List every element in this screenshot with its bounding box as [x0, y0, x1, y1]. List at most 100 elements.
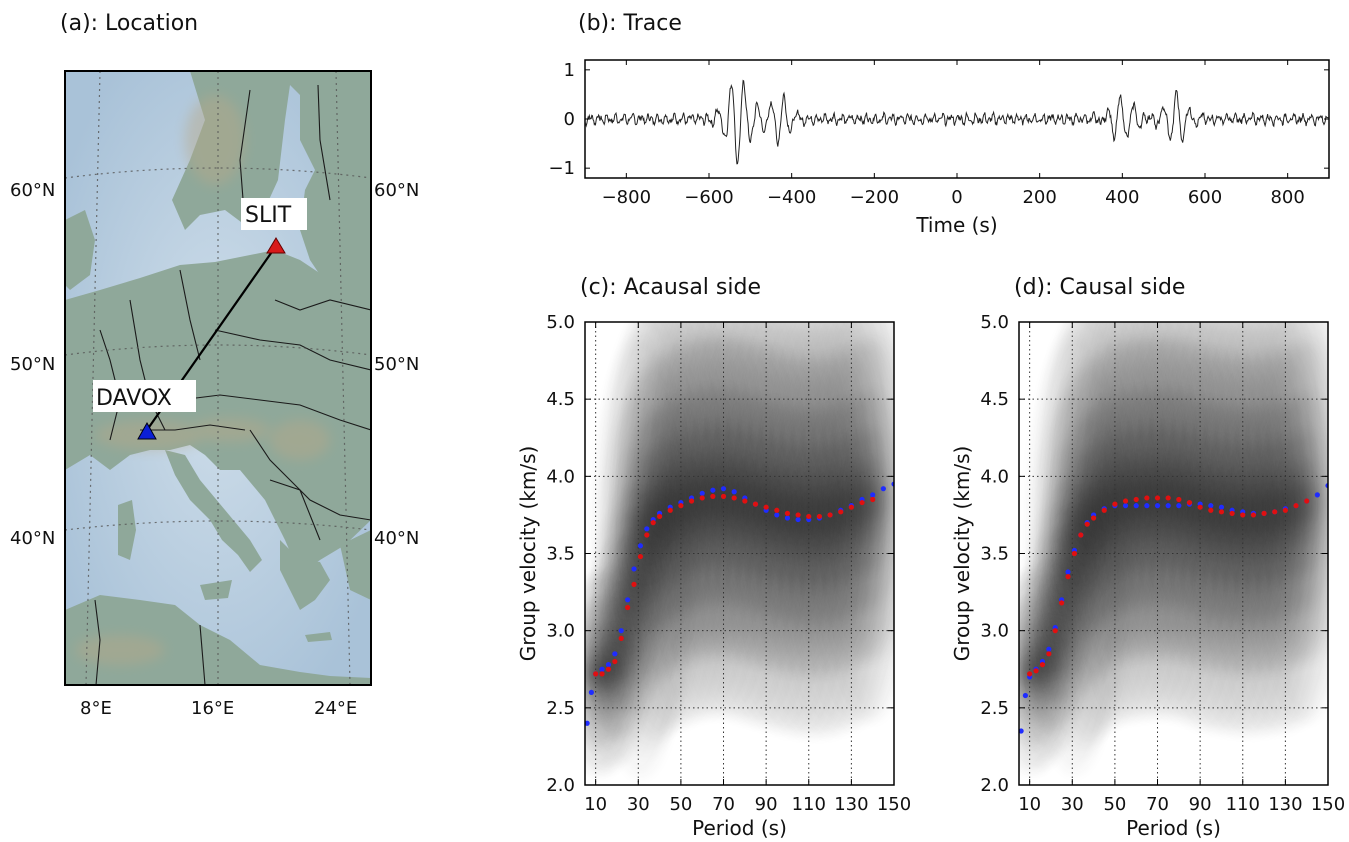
red-data-point: [644, 532, 650, 538]
red-data-point: [1122, 498, 1129, 504]
red-data-point: [1039, 662, 1046, 668]
red-data-point: [752, 501, 759, 507]
lat-label-left-60: 60°N: [10, 180, 55, 201]
xtick-label: 30: [627, 794, 650, 815]
ytick-label: 3.5: [980, 544, 1009, 565]
xtick-label: 110: [792, 794, 826, 815]
red-data-point: [742, 498, 748, 504]
ytick-label: 2.0: [980, 775, 1009, 796]
station-label-box-davox: [93, 380, 196, 412]
trace-line: [585, 79, 1329, 165]
red-data-point: [763, 504, 769, 510]
station-triangle-icon: [266, 237, 286, 254]
red-data-point: [859, 499, 865, 506]
red-data-point: [667, 507, 673, 513]
red-data-point: [1144, 495, 1150, 501]
trace-ytick-label: −1: [548, 158, 575, 179]
trace-xtick-label: −400: [767, 187, 816, 208]
red-data-point: [795, 512, 801, 518]
lat-label-left-50: 50°N: [10, 354, 55, 375]
station-triangle-icon: [137, 421, 157, 440]
red-data-point: [625, 604, 631, 611]
panel-c-grid: [585, 322, 894, 785]
trace-xtick-label: 200: [1022, 187, 1056, 208]
xtick-label: 50: [1103, 794, 1126, 815]
ytick-label: 2.0: [546, 775, 575, 796]
blue-data-point: [618, 628, 624, 634]
blue-data-point: [605, 662, 612, 668]
red-data-point: [1078, 532, 1084, 538]
xtick-label: 90: [755, 794, 778, 815]
blue-data-point: [1218, 504, 1225, 510]
red-data-point: [1186, 499, 1193, 506]
red-data-point: [1197, 504, 1203, 510]
xtick-label: 50: [669, 794, 692, 815]
blue-data-point: [720, 486, 727, 492]
panel-d-grid: [1019, 322, 1328, 785]
blue-data-point: [637, 543, 644, 549]
trace-axes-frame: [584, 59, 1330, 179]
blue-data-point: [612, 651, 618, 657]
red-data-point: [1046, 651, 1052, 657]
panel-b-trace: (b): Trace −800 −600 −400 −200 0 200 400 600 800…: [548, 11, 1330, 237]
red-data-point: [710, 493, 716, 499]
red-data-point: [678, 503, 684, 509]
red-data-point: [1261, 510, 1267, 516]
red-data-point: [1071, 550, 1078, 557]
panel-d-title: (d): Causal side: [1014, 275, 1185, 300]
xtick-label: 90: [1189, 794, 1212, 815]
lat-label-right-50: 50°N: [374, 354, 419, 375]
map-canvas: [65, 71, 371, 685]
blue-data-point: [1165, 503, 1171, 509]
xtick-label: 150: [877, 794, 911, 815]
blue-data-point: [1022, 692, 1028, 699]
red-data-point: [1033, 668, 1039, 674]
red-data-point: [637, 553, 644, 560]
blue-data-point: [1133, 503, 1139, 509]
trace-ytick-label: 0: [564, 109, 575, 130]
xtick-label: 130: [1268, 794, 1302, 815]
xtick-label: 30: [1061, 794, 1084, 815]
ytick-label: 4.0: [980, 466, 1009, 487]
red-data-point: [612, 658, 618, 665]
ytick-label: 5.0: [980, 312, 1009, 333]
blue-data-point: [1144, 503, 1150, 509]
trace-xtick-label: 400: [1105, 187, 1139, 208]
panel-a-title: (a): Location: [60, 11, 198, 36]
trace-xtick-label: 0: [951, 187, 962, 208]
red-data-point: [605, 666, 612, 672]
lat-label-left-40: 40°N: [10, 528, 55, 549]
trace-ticks: −800 −600 −400 −200 0 200 400 600 800 1 0 −1: [548, 60, 1329, 208]
ytick-label: 4.5: [980, 389, 1009, 410]
ytick-label: 5.0: [546, 312, 575, 333]
blue-data-point: [870, 492, 876, 498]
station-label-box-slit: [241, 198, 307, 230]
relief-shading: [75, 95, 330, 665]
red-data-point: [1133, 496, 1139, 503]
red-data-point: [1176, 496, 1182, 503]
red-data-point: [650, 520, 656, 526]
trace-xtick-label: −200: [850, 187, 899, 208]
blue-data-point: [795, 516, 801, 523]
panel-a-map: (a): Location: [10, 11, 419, 719]
red-data-point: [838, 509, 844, 515]
panel-c-points: [585, 481, 894, 726]
blue-data-point: [1208, 503, 1214, 509]
red-data-point: [1218, 509, 1225, 515]
blue-data-point: [710, 487, 716, 493]
trace-xtick-label: −600: [684, 187, 733, 208]
red-data-point: [599, 671, 605, 677]
red-data-point: [816, 513, 823, 520]
red-data-point: [1090, 515, 1097, 521]
trace-xtick-label: −800: [602, 187, 651, 208]
blue-data-point: [588, 689, 594, 696]
xtick-label: 110: [1226, 794, 1260, 815]
red-data-point: [1052, 628, 1058, 634]
blue-data-point: [1046, 646, 1052, 652]
blue-data-point: [1019, 728, 1024, 734]
xtick-label: 150: [1311, 794, 1345, 815]
map-frame: [64, 70, 372, 686]
red-data-point: [688, 498, 695, 504]
blue-data-point: [774, 512, 780, 518]
panel-d-causal: (d): Causal side 10 30 50 70 90 110 130 150 2.0 2…: [950, 275, 1345, 840]
